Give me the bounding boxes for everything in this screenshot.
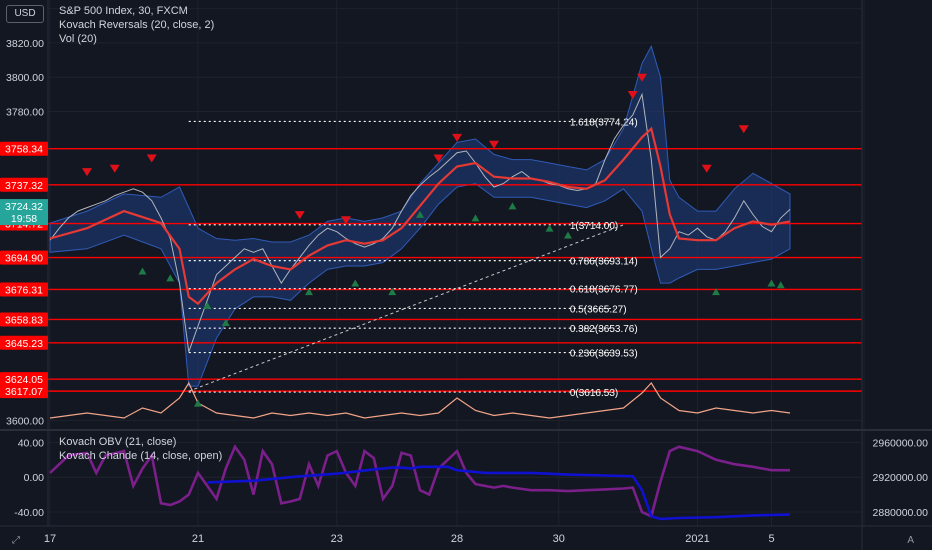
sell-signal-marker — [294, 211, 305, 220]
buy-signal-marker — [767, 279, 776, 287]
sell-signal-marker — [489, 140, 499, 149]
buy-signal-marker — [221, 319, 230, 327]
price-level-badge — [0, 372, 48, 387]
price-axis-label: 3600.00 — [6, 415, 44, 427]
time-axis-label: 2021 — [685, 533, 709, 545]
time-axis-label: 23 — [331, 533, 343, 545]
sell-signal-marker — [82, 168, 92, 177]
fib-level-label: 0.236(3639.53) — [570, 349, 638, 360]
price-level-value: 3737.32 — [5, 180, 43, 192]
current-price-value: 3724.32 — [5, 201, 43, 213]
fib-level-label: 0.618(3676.77) — [570, 285, 638, 296]
price-level-badge — [0, 177, 48, 192]
sell-signal-marker — [146, 154, 157, 163]
price-axis-label: 3820.00 — [6, 38, 44, 50]
chande-axis-label: -40.00 — [14, 507, 44, 519]
time-axis-label: 21 — [192, 533, 204, 545]
main-pane[interactable]: 1.618(3774.24) 1(3714.00) 0.786(3693.14) 0.… — [48, 44, 862, 419]
buy-signal-marker — [416, 210, 424, 218]
sell-signal-marker — [637, 73, 647, 82]
chande-axis-label: 0.00 — [24, 472, 45, 484]
price-level-badge — [0, 141, 48, 156]
volume-ma-line — [49, 381, 791, 419]
buy-signal-marker — [166, 274, 175, 282]
price-level-badge — [0, 384, 48, 399]
auto-scale-button[interactable]: A — [907, 535, 914, 546]
price-level-badge — [0, 250, 48, 265]
time-axis-label: 5 — [768, 533, 774, 545]
obv-line — [207, 465, 791, 521]
price-level-badge — [0, 312, 48, 327]
indicator-pane[interactable] — [49, 444, 791, 521]
fib-level-label: 1(3714.00) — [570, 221, 618, 232]
sell-signal-marker — [433, 154, 444, 163]
buy-signal-marker — [508, 202, 517, 210]
sell-signal-marker — [701, 164, 712, 173]
price-level-badge — [0, 335, 48, 350]
price-level-badge — [0, 282, 48, 297]
study-legend-chande[interactable]: Kovach Chande (14, close, open) — [59, 450, 223, 462]
time-axis-label: 28 — [451, 533, 463, 545]
bar-countdown: 19:58 — [11, 213, 37, 225]
time-axis-cursor-icon[interactable]: ⤢ — [12, 535, 20, 546]
obv-axis-label: 2920000.00 — [873, 472, 929, 484]
buy-signal-marker — [138, 267, 147, 275]
buy-signal-marker — [712, 288, 720, 296]
moving-average-line — [49, 126, 791, 306]
time-axis-label: 17 — [44, 533, 56, 545]
price-axis-label: 3780.00 — [6, 107, 44, 119]
chande-line — [49, 444, 790, 519]
sell-signal-marker — [109, 164, 120, 173]
price-axis-label: 3800.00 — [6, 72, 44, 84]
price-line — [49, 92, 791, 352]
chande-axis-label: 40.00 — [18, 437, 44, 449]
buy-signal-marker — [194, 399, 202, 407]
buy-signal-marker — [305, 288, 313, 296]
price-level-value: 3617.07 — [5, 386, 43, 398]
price-level-value: 3645.23 — [5, 338, 43, 350]
study-legend-reversals[interactable]: Kovach Reversals (20, close, 2) — [59, 19, 215, 31]
time-axis-label: 30 — [553, 533, 565, 545]
study-legend-obv[interactable]: Kovach OBV (21, close) — [59, 436, 177, 448]
currency-badge[interactable]: USD — [6, 5, 44, 23]
symbol-legend[interactable]: S&P 500 Index, 30, FXCM — [59, 5, 188, 17]
fib-level-label: 1.618(3774.24) — [570, 117, 638, 128]
buy-signal-marker — [776, 281, 785, 289]
obv-axis-label: 2960000.00 — [873, 437, 929, 449]
buy-signal-marker — [203, 301, 212, 309]
buy-signal-marker — [564, 231, 572, 239]
fib-level-label: 0.786(3693.14) — [570, 257, 638, 268]
price-level-value: 3676.31 — [5, 284, 43, 296]
sell-signal-marker — [627, 90, 638, 99]
price-level-value: 3624.05 — [5, 374, 43, 386]
fib-level-label: 0(3616.53) — [570, 388, 618, 399]
sell-signal-marker — [452, 133, 462, 142]
fib-level-label: 0.382(3653.76) — [570, 324, 638, 335]
sell-signal-marker — [341, 216, 351, 225]
buy-signal-marker — [351, 279, 360, 287]
price-level-value: 3758.34 — [5, 144, 43, 156]
sell-signal-marker — [738, 125, 749, 134]
buy-signal-marker — [471, 214, 480, 222]
buy-signal-marker — [545, 224, 554, 232]
price-level-value: 3658.83 — [5, 314, 43, 326]
study-legend-volume[interactable]: Vol (20) — [59, 33, 97, 45]
fib-level-label: 0.5(3665.27) — [570, 304, 627, 315]
buy-signal-marker — [388, 288, 397, 296]
current-price-badge — [0, 199, 48, 226]
price-level-value: 3694.90 — [5, 253, 43, 265]
obv-axis-label: 2880000.00 — [873, 507, 929, 519]
axes: 3600.003780.003800.003820.003840.003758.… — [0, 4, 928, 545]
